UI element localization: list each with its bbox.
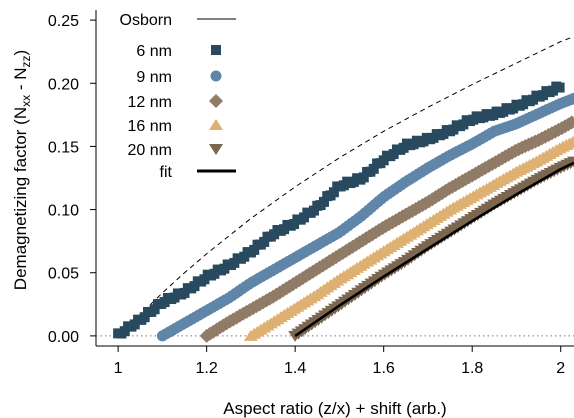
y-axis-label: Demagnetizing factor (Nxx - Nzz) [11,50,33,290]
data-point [318,196,329,207]
y-tick-label: 0.25 [48,13,79,30]
plot-area: 1 1.2 1.4 1.6 1.8 2 0.00 0.05 0.10 0.15 0.20 0.25 [48,10,574,377]
x-tick-label: 1.8 [461,360,483,377]
series-12nm [199,115,574,343]
series-20nm [288,156,574,342]
data-point [564,115,574,130]
x-tick-label: 1.4 [284,360,306,377]
y-axis-label-sub1: xx [19,95,33,107]
x-tick-label: 1.2 [196,360,218,377]
x-tick-label: 1.6 [373,360,395,377]
series-6nm [113,81,565,339]
y-axis-label-mid: - N [11,67,30,94]
x-axis-label: Aspect ratio (z/x) + shift (arb.) [223,399,446,418]
legend-label-12nm: 12 nm [128,94,172,111]
plot-content [96,36,574,343]
data-point [259,236,270,247]
y-tick-label: 0.10 [48,203,79,220]
legend-marker-12nm [209,94,223,108]
y-tick-label: 0.05 [48,266,79,283]
x-tick-label: 2 [556,360,565,377]
legend-marker-9nm [210,70,222,82]
data-point [358,172,369,183]
y-tick-label: 0.15 [48,139,79,156]
data-point [554,82,565,93]
series-16nm [243,135,574,341]
legend-label-6nm: 6 nm [136,43,172,60]
legend-marker-16nm [209,119,223,130]
legend-label-fit: fit [160,164,173,181]
y-axis-label-main: Demagnetizing factor (N [11,107,30,290]
data-point [568,92,574,104]
data-point [249,244,260,255]
y-tick-label: 0.20 [48,76,79,93]
legend-label-16nm: 16 nm [128,118,172,135]
x-tick-label: 1 [114,360,123,377]
y-tick-label: 0.00 [48,329,79,346]
legend-label-osborn: Osborn [120,12,172,29]
data-point [368,163,379,174]
data-point [139,312,150,323]
data-point [149,304,160,315]
y-axis-label-end: ) [11,50,30,56]
osborn-curve [117,36,574,337]
legend-markers [209,45,223,155]
legend-marker-6nm [211,45,221,55]
legend-label-9nm: 9 nm [136,69,172,86]
fit-line [294,161,574,337]
legend-label-20nm: 20 nm [128,142,172,159]
legend: Osborn 6 nm 9 nm 12 nm 16 nm 20 nm fit [120,12,236,181]
y-axis-label-sub2: zz [19,55,33,67]
data-point [565,135,574,147]
series-9nm [156,92,574,342]
data-point [328,187,339,198]
legend-marker-20nm [209,144,223,155]
